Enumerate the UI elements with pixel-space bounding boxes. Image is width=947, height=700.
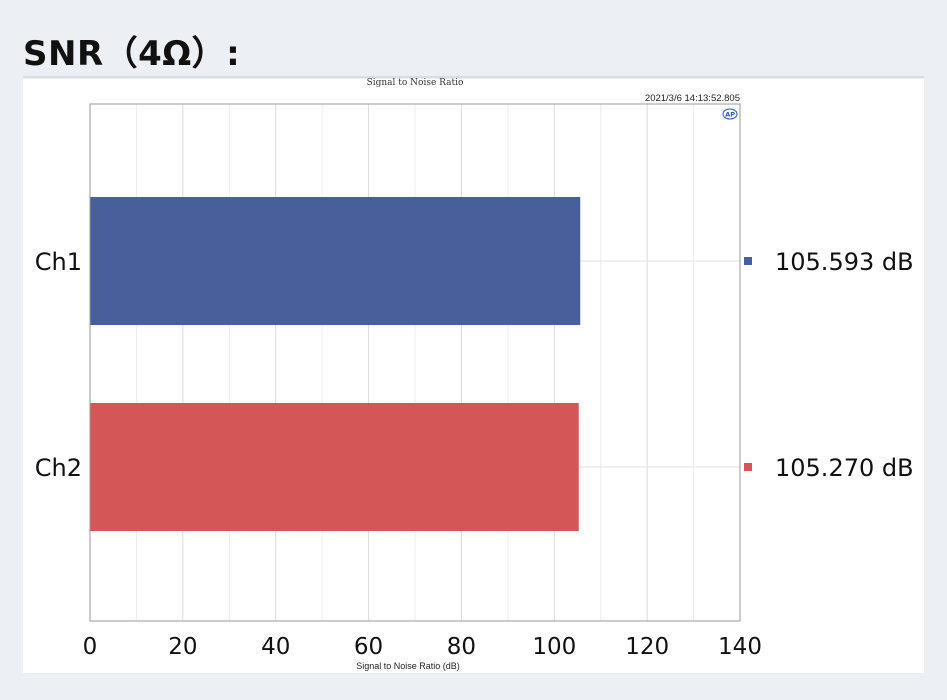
legend-marker xyxy=(744,463,752,471)
x-tick-label: 100 xyxy=(532,634,576,660)
heading-divider xyxy=(23,76,924,78)
chart-title: Signal to Noise Ratio xyxy=(366,78,464,88)
legend-marker xyxy=(744,257,752,265)
x-tick-label: 60 xyxy=(354,634,383,660)
x-tick-label: 80 xyxy=(447,634,476,660)
chart-panel xyxy=(23,79,924,673)
ap-logo-icon: AP xyxy=(722,108,738,120)
category-label: Ch2 xyxy=(35,454,82,482)
page-heading: SNR（4Ω）: xyxy=(23,34,241,74)
bar-ch1 xyxy=(90,197,581,325)
grid-layer xyxy=(89,104,741,621)
measurement-timestamp: 2021/3/6 14:13:52.805 xyxy=(644,93,740,104)
x-tick-label: 140 xyxy=(718,634,762,660)
bar-layer xyxy=(90,197,581,531)
label-layer: Ch1 Ch2 105.593 dB 105.270 dB xyxy=(35,248,914,482)
value-label: 105.593 dB xyxy=(775,248,914,276)
axis-layer: 0 20 40 60 80 100 120 140 Signal to Noise Ratio … xyxy=(83,103,762,671)
x-tick-label: 0 xyxy=(83,634,98,660)
category-label: Ch1 xyxy=(35,248,82,276)
x-tick-label: 120 xyxy=(625,634,669,660)
x-tick-label: 20 xyxy=(168,634,197,660)
value-label: 105.270 dB xyxy=(775,454,914,482)
x-tick-label: 40 xyxy=(261,634,290,660)
x-axis-label: Signal to Noise Ratio (dB) xyxy=(356,661,460,671)
svg-text:AP: AP xyxy=(725,111,735,119)
plot-frame xyxy=(89,103,741,622)
bar-ch2 xyxy=(90,403,579,531)
